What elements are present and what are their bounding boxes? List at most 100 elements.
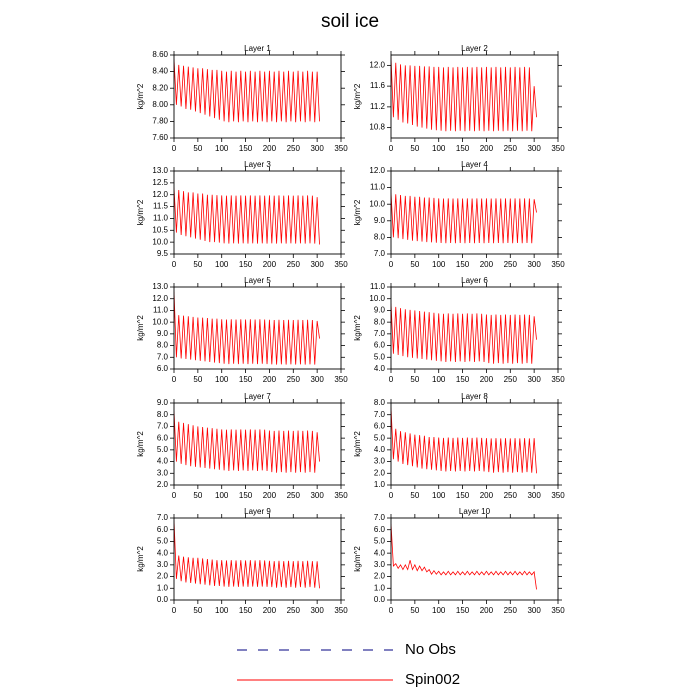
x-tick-label: 50 [410,491,419,500]
plot-area [174,411,320,473]
panel: Layer 9 kg/m^2 0 50 100 150 200 250 300 350 0.0 1.0… [136,507,348,615]
x-tick-label: 100 [215,144,229,153]
y-tick-label: 8.0 [374,233,386,242]
data-line [174,187,320,245]
y-tick-label: 3.0 [374,560,386,569]
x-tick-label: 350 [551,260,565,269]
y-tick-label: 8.40 [152,67,168,76]
y-tick-label: 7.60 [152,133,168,142]
x-tick-label: 300 [310,606,324,615]
y-tick-label: 4.0 [157,457,169,466]
x-tick-label: 100 [432,144,446,153]
y-tick-label: 2.0 [157,572,169,581]
y-tick-label: 8.0 [374,398,386,407]
y-tick-label: 8.0 [374,317,386,326]
x-tick-label: 50 [410,144,419,153]
y-tick-label: 11.6 [370,81,386,90]
y-tick-label: 8.0 [157,410,169,419]
y-tick-label: 6.0 [157,364,169,373]
x-tick-label: 100 [215,491,229,500]
x-tick-label: 200 [263,491,277,500]
y-tick-label: 12.0 [369,60,385,69]
y-axis-label: kg/m^2 [136,83,145,109]
y-tick-label: 9.0 [157,398,169,407]
x-tick-label: 350 [334,375,348,384]
panel-title: Layer 4 [461,160,488,169]
y-tick-label: 5.0 [374,433,386,442]
panel: Layer 1 kg/m^2 0 50 100 150 200 250 300 350 7.60 7.… [136,44,348,153]
y-tick-label: 3.0 [374,457,386,466]
y-tick-label: 8.0 [157,341,169,350]
x-tick-label: 350 [334,144,348,153]
panel-title: Layer 8 [461,392,488,401]
y-axis-label: kg/m^2 [353,199,362,225]
y-tick-label: 2.0 [374,572,386,581]
y-axis-label: kg/m^2 [353,315,362,341]
panel-title: Layer 7 [244,392,271,401]
x-tick-label: 200 [480,260,494,269]
plot-frame [173,170,342,255]
x-tick-label: 350 [551,491,565,500]
x-tick-label: 200 [480,606,494,615]
y-tick-label: 7.80 [152,117,168,126]
y-tick-label: 11.0 [153,214,169,223]
x-tick-label: 150 [239,260,253,269]
plot-frame [390,286,559,370]
y-tick-label: 0.0 [374,595,386,604]
y-tick-label: 10.0 [369,199,385,208]
plot-frame [390,170,559,255]
x-tick-label: 0 [389,606,394,615]
y-tick-label: 9.5 [157,249,169,258]
data-line [391,523,537,590]
plot-area [391,523,537,590]
x-tick-label: 250 [504,144,518,153]
x-tick-label: 250 [287,260,301,269]
x-tick-label: 300 [527,375,541,384]
plot-area [391,192,537,244]
x-tick-label: 300 [527,491,541,500]
y-axis-label: kg/m^2 [136,199,145,225]
y-tick-label: 6.0 [374,341,386,350]
y-tick-label: 7.0 [157,352,169,361]
x-tick-label: 350 [551,606,565,615]
legend-text: Spin002 [405,671,460,688]
x-tick-label: 300 [310,491,324,500]
plot-frame [390,517,559,601]
x-tick-label: 150 [456,491,470,500]
y-tick-label: 9.0 [157,329,169,338]
panel: Layer 8 kg/m^2 0 50 100 150 200 250 300 350 1.0 2.0… [353,392,565,500]
panel: Layer 5 kg/m^2 0 50 100 150 200 250 300 350 6.0 7.0… [136,276,348,384]
panel: Layer 10 kg/m^2 0 50 100 150 200 250 300 350 0.0 1.… [353,507,565,615]
y-tick-label: 1.0 [157,583,169,592]
panel: Layer 2 kg/m^2 0 50 100 150 200 250 300 350 10.8 11… [353,44,565,153]
y-axis-label: kg/m^2 [136,546,145,572]
y-tick-label: 5.0 [157,537,169,546]
x-tick-label: 0 [172,606,177,615]
y-tick-label: 7.0 [374,329,386,338]
data-line [174,520,320,589]
x-tick-label: 50 [193,606,202,615]
x-tick-label: 200 [263,144,277,153]
x-tick-label: 50 [193,144,202,153]
panel: Layer 3 kg/m^2 0 50 100 150 200 250 300 350 9.5 10.… [136,160,348,269]
data-line [391,57,537,132]
y-tick-label: 9.0 [374,306,386,315]
y-tick-label: 10.8 [369,123,385,132]
panel-title: Layer 6 [461,276,488,285]
panel-title: Layer 2 [461,44,488,53]
x-tick-label: 350 [334,260,348,269]
y-tick-label: 4.0 [157,548,169,557]
panel: Layer 4 kg/m^2 0 50 100 150 200 250 300 350 7.0 8.0… [353,160,565,269]
y-tick-label: 10.5 [152,225,168,234]
panel-title: Layer 1 [244,44,271,53]
y-tick-label: 6.0 [374,422,386,431]
data-line [391,192,537,244]
y-axis-label: kg/m^2 [353,431,362,457]
x-tick-label: 250 [287,375,301,384]
y-tick-label: 3.0 [157,468,169,477]
x-tick-label: 200 [480,491,494,500]
x-tick-label: 0 [389,260,394,269]
panel-title: Layer 5 [244,276,271,285]
